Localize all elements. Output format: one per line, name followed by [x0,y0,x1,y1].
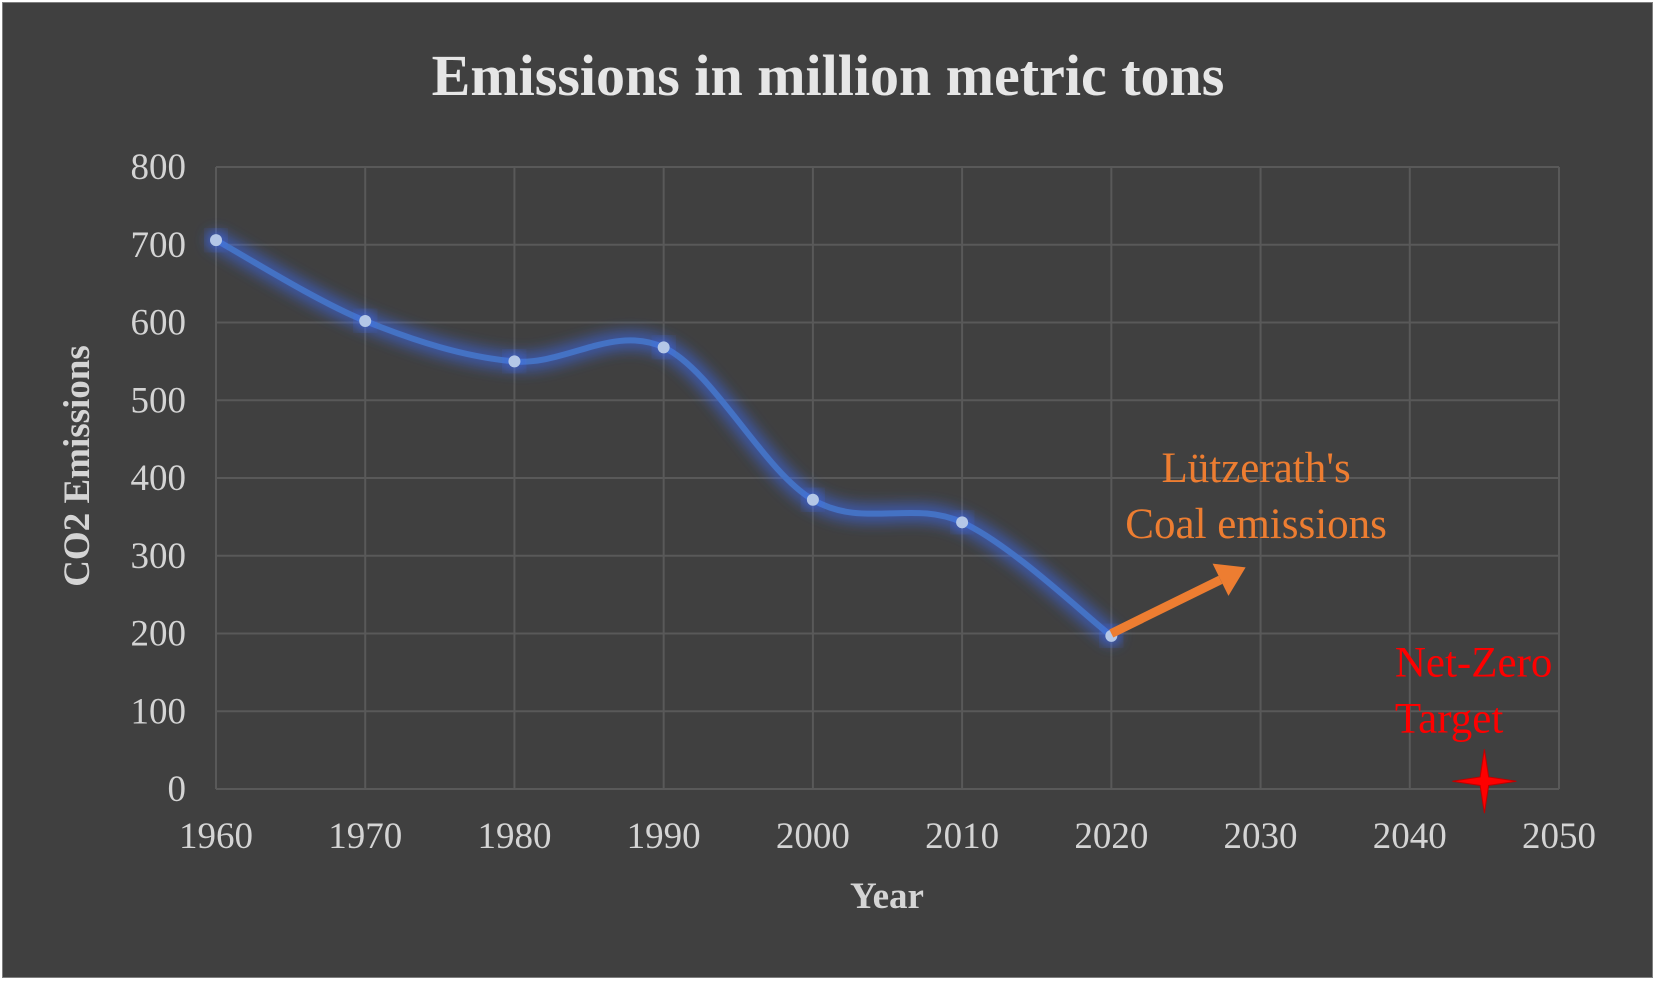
x-tick-label: 2040 [1373,816,1447,857]
y-tick-label: 600 [131,303,187,344]
y-tick-label: 300 [131,536,187,577]
data-point [657,341,670,354]
y-axis-ticks: 0 100 200 300 400 500 600 700 800 [131,147,187,810]
x-tick-label: 1970 [328,816,402,857]
coal-emissions-label: Coal emissions [1125,501,1387,548]
y-tick-label: 100 [131,691,187,732]
net-zero-label: Net-Zero [1395,639,1553,686]
series-co2-emissions [206,230,1122,646]
y-axis-label: CO2 Emissions [57,345,98,587]
y-tick-label: 400 [131,458,187,499]
y-tick-label: 500 [131,380,187,421]
x-tick-label: 1990 [627,816,701,857]
coal-emissions-label: Lützerath's [1161,445,1350,492]
y-tick-label: 800 [131,147,187,188]
data-point [508,355,521,368]
gridlines [215,166,1560,790]
x-tick-label: 2000 [776,816,850,857]
x-tick-label: 2030 [1224,816,1298,857]
y-tick-label: 700 [131,225,187,266]
annotations: Lützerath's Coal emissions Net-Zero Target [1109,445,1553,814]
x-tick-label: 2010 [925,816,999,857]
net-zero-star-marker [1452,749,1517,814]
x-tick-label: 2050 [1522,816,1596,857]
coal-arrow-head [1212,563,1246,596]
net-zero-label: Target [1395,695,1503,742]
data-point [359,314,372,327]
x-tick-label: 2020 [1074,816,1148,857]
coal-arrow-shaft [1109,575,1223,638]
chart-title: Emissions in million metric tons [432,43,1225,108]
x-tick-label: 1980 [477,816,551,857]
line-chart: Emissions in million metric tons 0 100 200… [57,43,1596,917]
data-point [210,234,222,247]
x-tick-label: 1960 [179,816,253,857]
y-tick-label: 200 [131,614,187,655]
y-tick-label: 0 [168,769,187,810]
x-axis-label: Year [850,876,924,917]
data-point [806,493,819,506]
data-point [956,516,969,529]
x-axis-ticks: 1960 1970 1980 1990 2000 2010 2020 2030 2040 2050 [179,816,1596,857]
